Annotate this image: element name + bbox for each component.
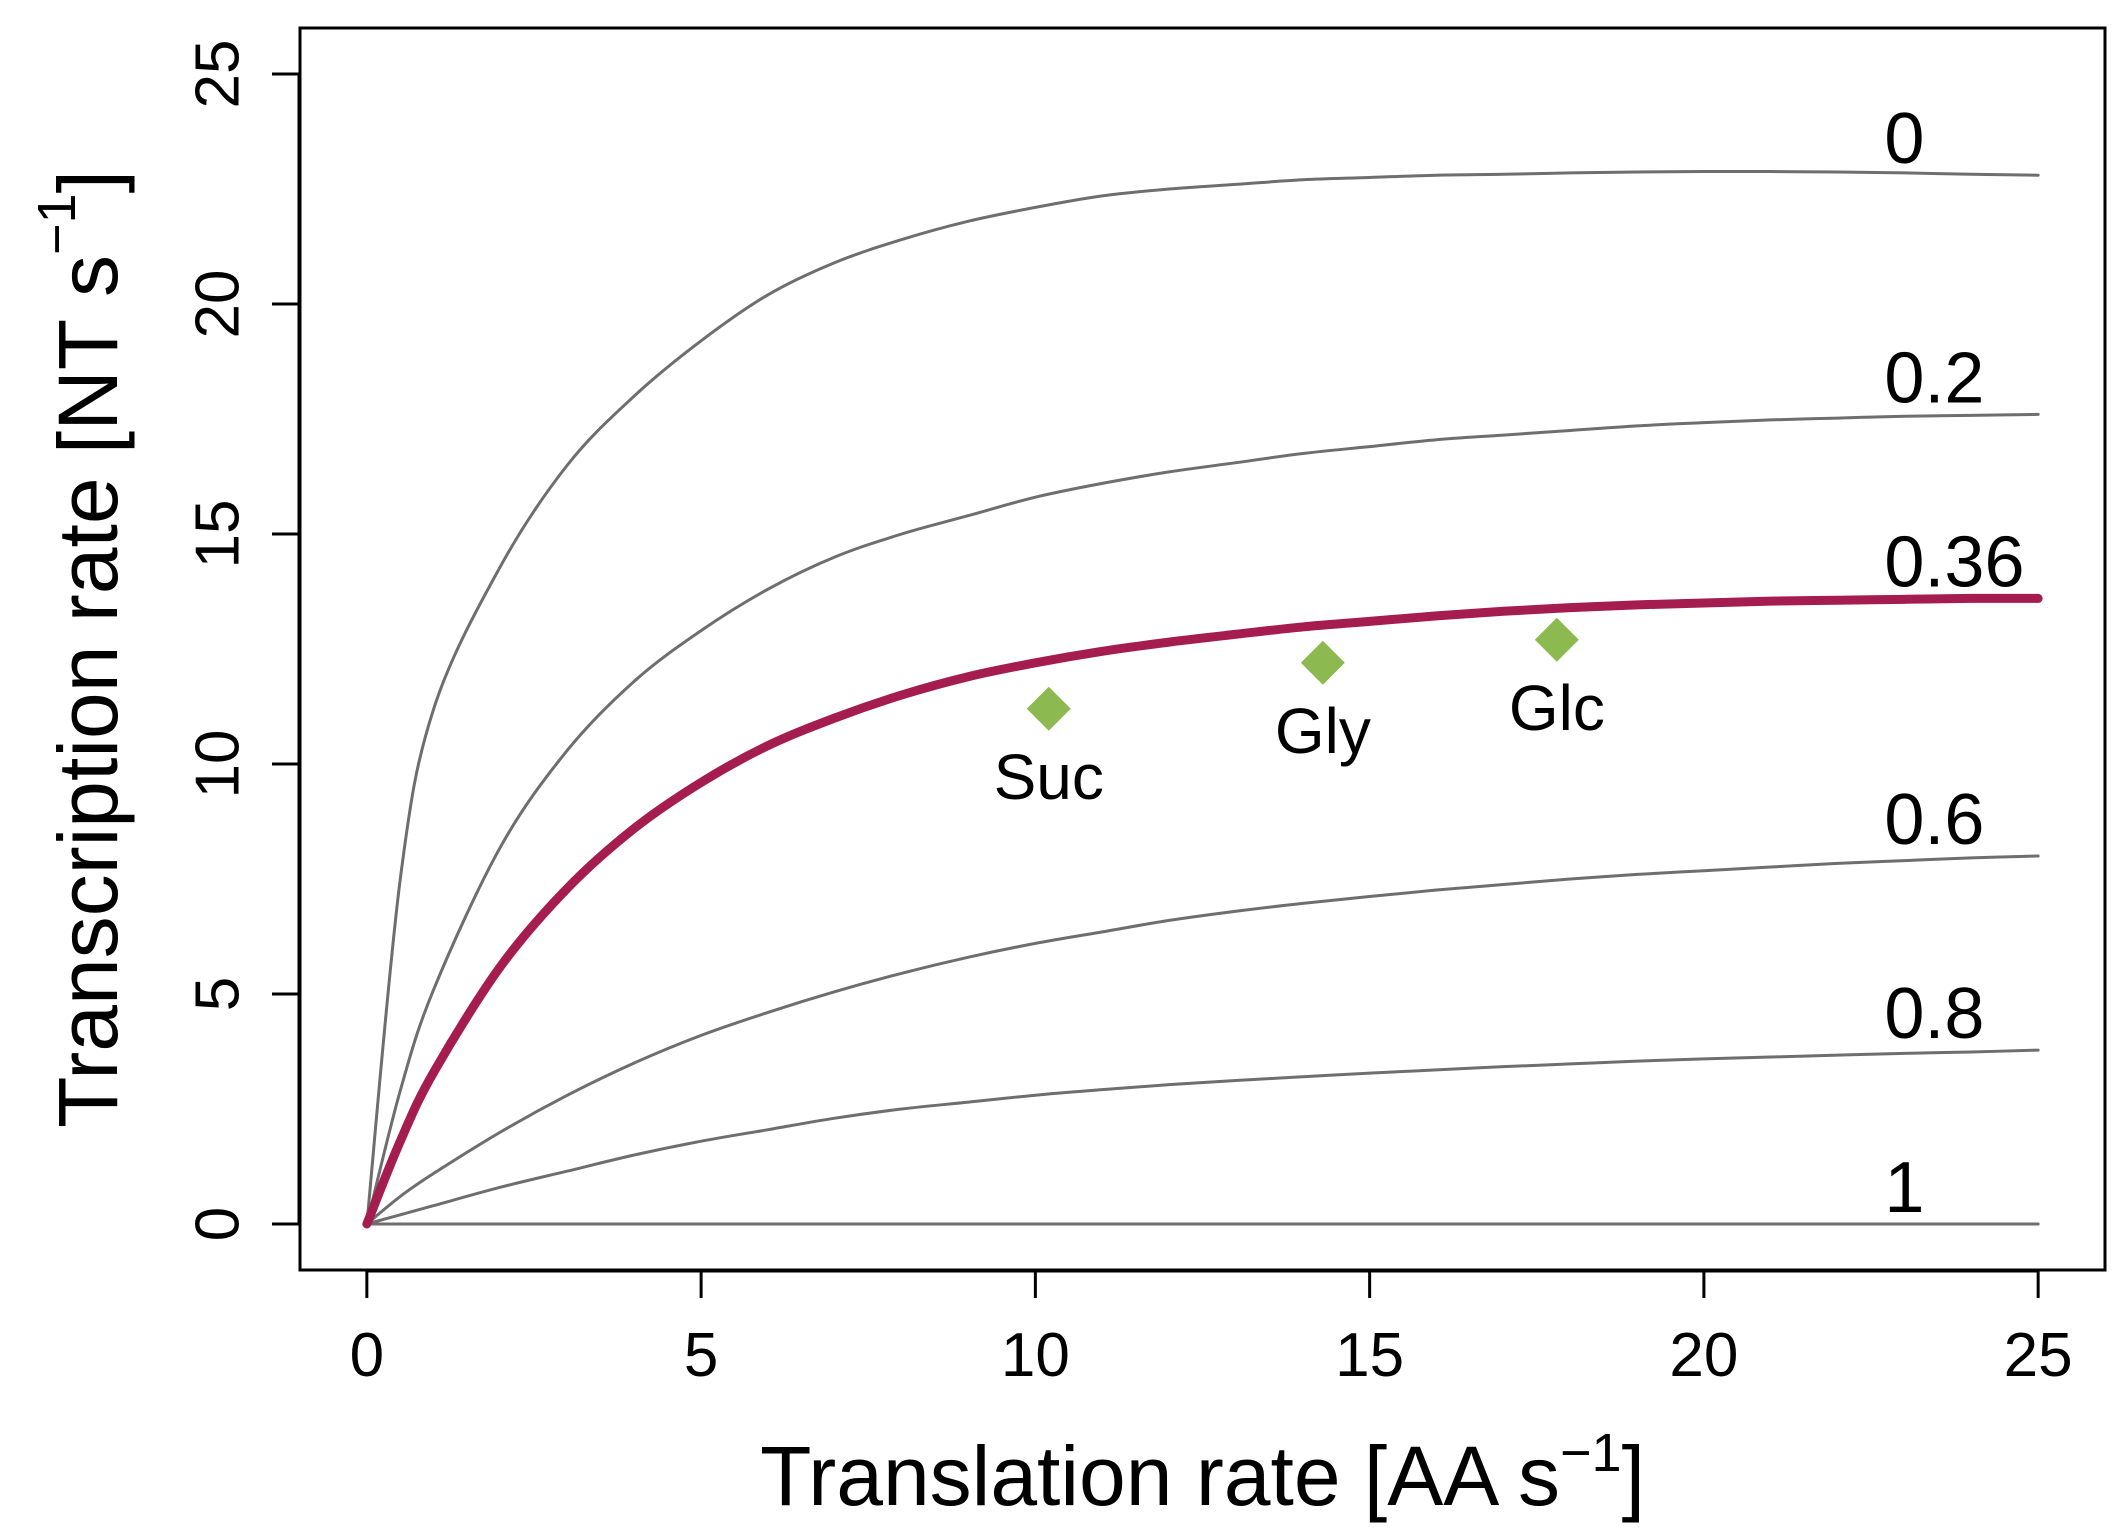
series-label-0.8: 0.8: [1884, 974, 1984, 1054]
x-tick-label: 10: [1001, 1321, 1070, 1390]
series-label-0.36: 0.36: [1884, 522, 2024, 602]
y-axis-title-superscript: −1: [27, 193, 87, 255]
x-tick-label: 0: [350, 1321, 384, 1390]
series-line-0.8: [365, 1048, 2040, 1226]
y-tick-label: 15: [183, 500, 252, 569]
point-marker-glc: [1534, 617, 1579, 662]
y-axis: 0 5 10 15 20 25: [183, 40, 301, 1241]
series-line-0.2: [365, 412, 2040, 1226]
series-label-0: 0: [1884, 99, 1924, 179]
series-label-1: 1: [1884, 1148, 1924, 1228]
series-line-0.6: [365, 854, 2040, 1226]
series-labels: 0 0.2 0.36 0.6 0.8 1: [1884, 99, 2024, 1228]
y-tick-label: 5: [183, 977, 252, 1011]
point-label-glc: Glc: [1509, 672, 1605, 744]
y-tick-label: 0: [183, 1207, 252, 1241]
series-label-0.6: 0.6: [1884, 780, 1984, 860]
x-tick-label: 5: [684, 1321, 718, 1390]
y-tick-label: 25: [183, 40, 252, 109]
point-label-suc: Suc: [994, 741, 1104, 813]
x-tick-label: 15: [1335, 1321, 1404, 1390]
x-tick-label: 25: [2004, 1321, 2073, 1390]
point-marker-suc: [1026, 686, 1071, 731]
point-marker-gly: [1300, 640, 1345, 685]
point-label-gly: Gly: [1275, 695, 1371, 767]
y-axis-title: Transcription rate [NT s−1]: [27, 170, 135, 1128]
series-label-0.2: 0.2: [1884, 338, 1984, 418]
y-axis-title-end: ]: [41, 170, 135, 193]
condition-points: Suc Gly Glc: [994, 617, 1605, 813]
x-axis-title-main: Translation rate [AA s: [760, 1429, 1560, 1523]
series-curves: [362, 169, 2043, 1229]
series-line-0.36: [362, 593, 2043, 1229]
x-axis-title-superscript: −1: [1560, 1423, 1622, 1483]
y-tick-label: 20: [183, 270, 252, 339]
y-tick-label: 10: [183, 730, 252, 799]
y-axis-title-main: Transcription rate [NT s: [41, 255, 135, 1128]
x-axis: 0 5 10 15 20 25: [350, 1269, 2073, 1390]
x-tick-label: 20: [1669, 1321, 1738, 1390]
x-axis-title-end: ]: [1622, 1429, 1645, 1523]
series-line-0: [365, 169, 2040, 1226]
x-axis-title: Translation rate [AA s−1]: [760, 1423, 1645, 1523]
